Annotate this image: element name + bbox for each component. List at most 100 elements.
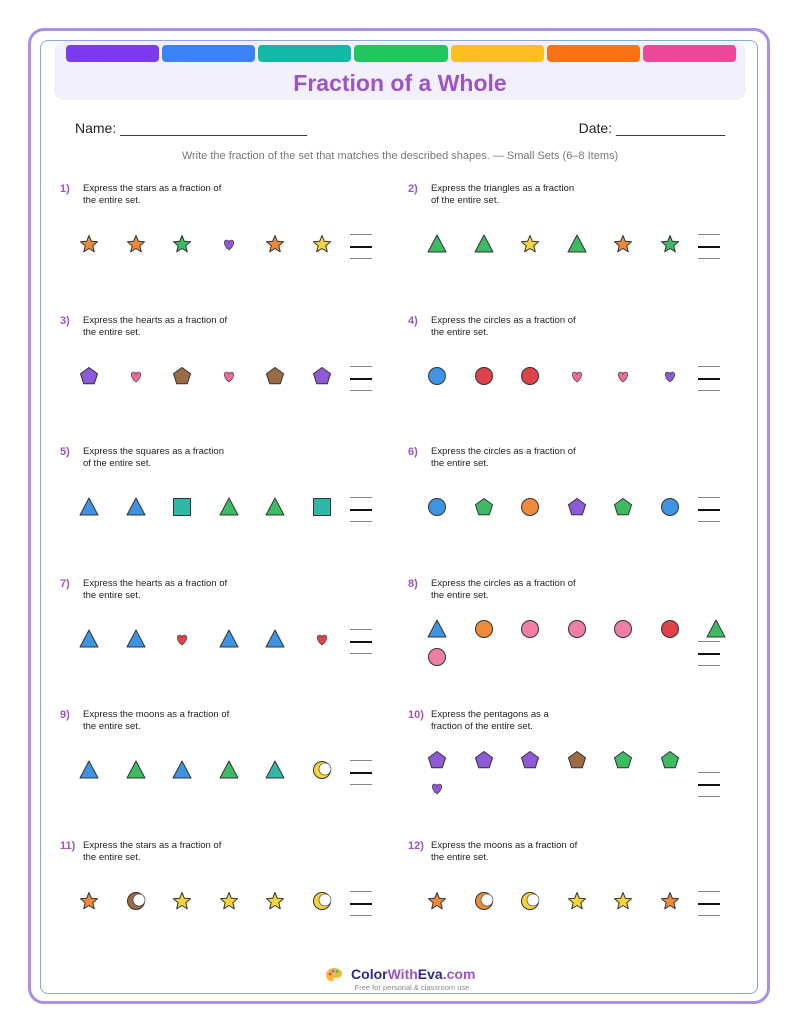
star-icon (612, 233, 634, 260)
heart-icon (659, 365, 681, 392)
pentagon-icon (659, 749, 681, 776)
problem-prompt: Express the circles as a fraction of the… (431, 578, 576, 601)
problem-number: 1) (60, 183, 70, 195)
fraction-top-line[interactable] (350, 629, 372, 630)
star-icon (171, 233, 193, 260)
moon-icon (311, 759, 333, 786)
triangle-icon (125, 759, 147, 786)
pentagon-icon (473, 496, 495, 523)
fraction-mid-line (350, 903, 372, 905)
fraction-top-line[interactable] (698, 772, 720, 773)
footer-tagline: Free for personal & classroom use (354, 983, 470, 992)
name-field[interactable]: Name: ________________________ (75, 120, 307, 136)
circle-icon (473, 618, 495, 645)
problem-prompt: Express the triangles as a fraction of t… (431, 183, 575, 206)
fraction-bot-line[interactable] (350, 390, 372, 391)
circle-icon (426, 646, 448, 673)
fraction-top-line[interactable] (698, 366, 720, 367)
triangle-icon (473, 233, 495, 260)
fraction-bot-line[interactable] (350, 258, 372, 259)
fraction-bot-line[interactable] (698, 915, 720, 916)
fraction-top-line[interactable] (350, 497, 372, 498)
triangle-icon (264, 496, 286, 523)
triangle-icon (705, 618, 727, 645)
problem-prompt: Express the hearts as a fraction of the … (83, 578, 228, 601)
moon-icon (125, 890, 147, 917)
brand-com: .com (442, 966, 476, 982)
circle-icon (519, 496, 541, 523)
pentagon-icon (311, 365, 333, 392)
triangle-icon (218, 759, 240, 786)
triangle-icon (218, 628, 240, 655)
heart-icon (426, 777, 448, 804)
pentagon-icon (78, 365, 100, 392)
rainbow-segment (546, 45, 640, 62)
rainbow-segment (66, 45, 160, 62)
circle-icon (566, 618, 588, 645)
problem-prompt: Express the stars as a fraction of the e… (83, 840, 222, 863)
triangle-icon (264, 628, 286, 655)
fraction-bot-line[interactable] (698, 521, 720, 522)
problem-prompt: Express the moons as a fraction of the e… (83, 709, 230, 732)
fraction-top-line[interactable] (350, 891, 372, 892)
fraction-bot-line[interactable] (698, 258, 720, 259)
fraction-mid-line (698, 784, 720, 786)
fraction-mid-line (350, 772, 372, 774)
fraction-bot-line[interactable] (698, 665, 720, 666)
fraction-mid-line (698, 653, 720, 655)
star-icon (426, 890, 448, 917)
problem-prompt: Express the stars as a fraction of the e… (83, 183, 222, 206)
fraction-top-line[interactable] (698, 891, 720, 892)
brand-with: With (387, 966, 418, 982)
problem-prompt: Express the squares as a fraction of the… (83, 446, 224, 469)
circle-icon (659, 496, 681, 523)
fraction-bot-line[interactable] (698, 796, 720, 797)
pentagon-icon (612, 749, 634, 776)
square-icon (311, 496, 333, 523)
heart-icon (612, 365, 634, 392)
moon-icon (311, 890, 333, 917)
star-icon (78, 233, 100, 260)
star-icon (612, 890, 634, 917)
pentagon-icon (426, 749, 448, 776)
fraction-bot-line[interactable] (350, 521, 372, 522)
rainbow-segment (354, 45, 448, 62)
fraction-mid-line (698, 246, 720, 248)
heart-icon (171, 628, 193, 655)
brand-eva: Eva (417, 966, 443, 982)
pentagon-icon (566, 749, 588, 776)
fraction-bot-line[interactable] (350, 653, 372, 654)
triangle-icon (78, 759, 100, 786)
pentagon-icon (473, 749, 495, 776)
rainbow-segment (450, 45, 544, 62)
date-field[interactable]: Date: ______________ (578, 120, 725, 136)
fraction-bot-line[interactable] (698, 390, 720, 391)
fraction-top-line[interactable] (350, 366, 372, 367)
problem-prompt: Express the pentagons as a fraction of t… (431, 709, 549, 732)
star-icon (659, 233, 681, 260)
problem-number: 8) (408, 578, 418, 590)
instructions: Write the fraction of the set that match… (181, 150, 619, 162)
triangle-icon (426, 618, 448, 645)
fraction-bot-line[interactable] (350, 915, 372, 916)
triangle-icon (171, 759, 193, 786)
problem-prompt: Express the circles as a fraction of the… (431, 315, 576, 338)
star-icon (659, 890, 681, 917)
fraction-top-line[interactable] (350, 760, 372, 761)
fraction-mid-line (698, 378, 720, 380)
problem-number: 7) (60, 578, 70, 590)
fraction-top-line[interactable] (698, 641, 720, 642)
pentagon-icon (519, 749, 541, 776)
problem-number: 11) (60, 840, 76, 852)
circle-icon (659, 618, 681, 645)
fraction-top-line[interactable] (350, 234, 372, 235)
footer-brand: ColorWithEva.com (0, 966, 800, 984)
star-icon (311, 233, 333, 260)
star-icon (264, 233, 286, 260)
fraction-top-line[interactable] (698, 497, 720, 498)
pentagon-icon (566, 496, 588, 523)
fraction-top-line[interactable] (698, 234, 720, 235)
circle-icon (473, 365, 495, 392)
fraction-bot-line[interactable] (350, 784, 372, 785)
fraction-mid-line (350, 509, 372, 511)
